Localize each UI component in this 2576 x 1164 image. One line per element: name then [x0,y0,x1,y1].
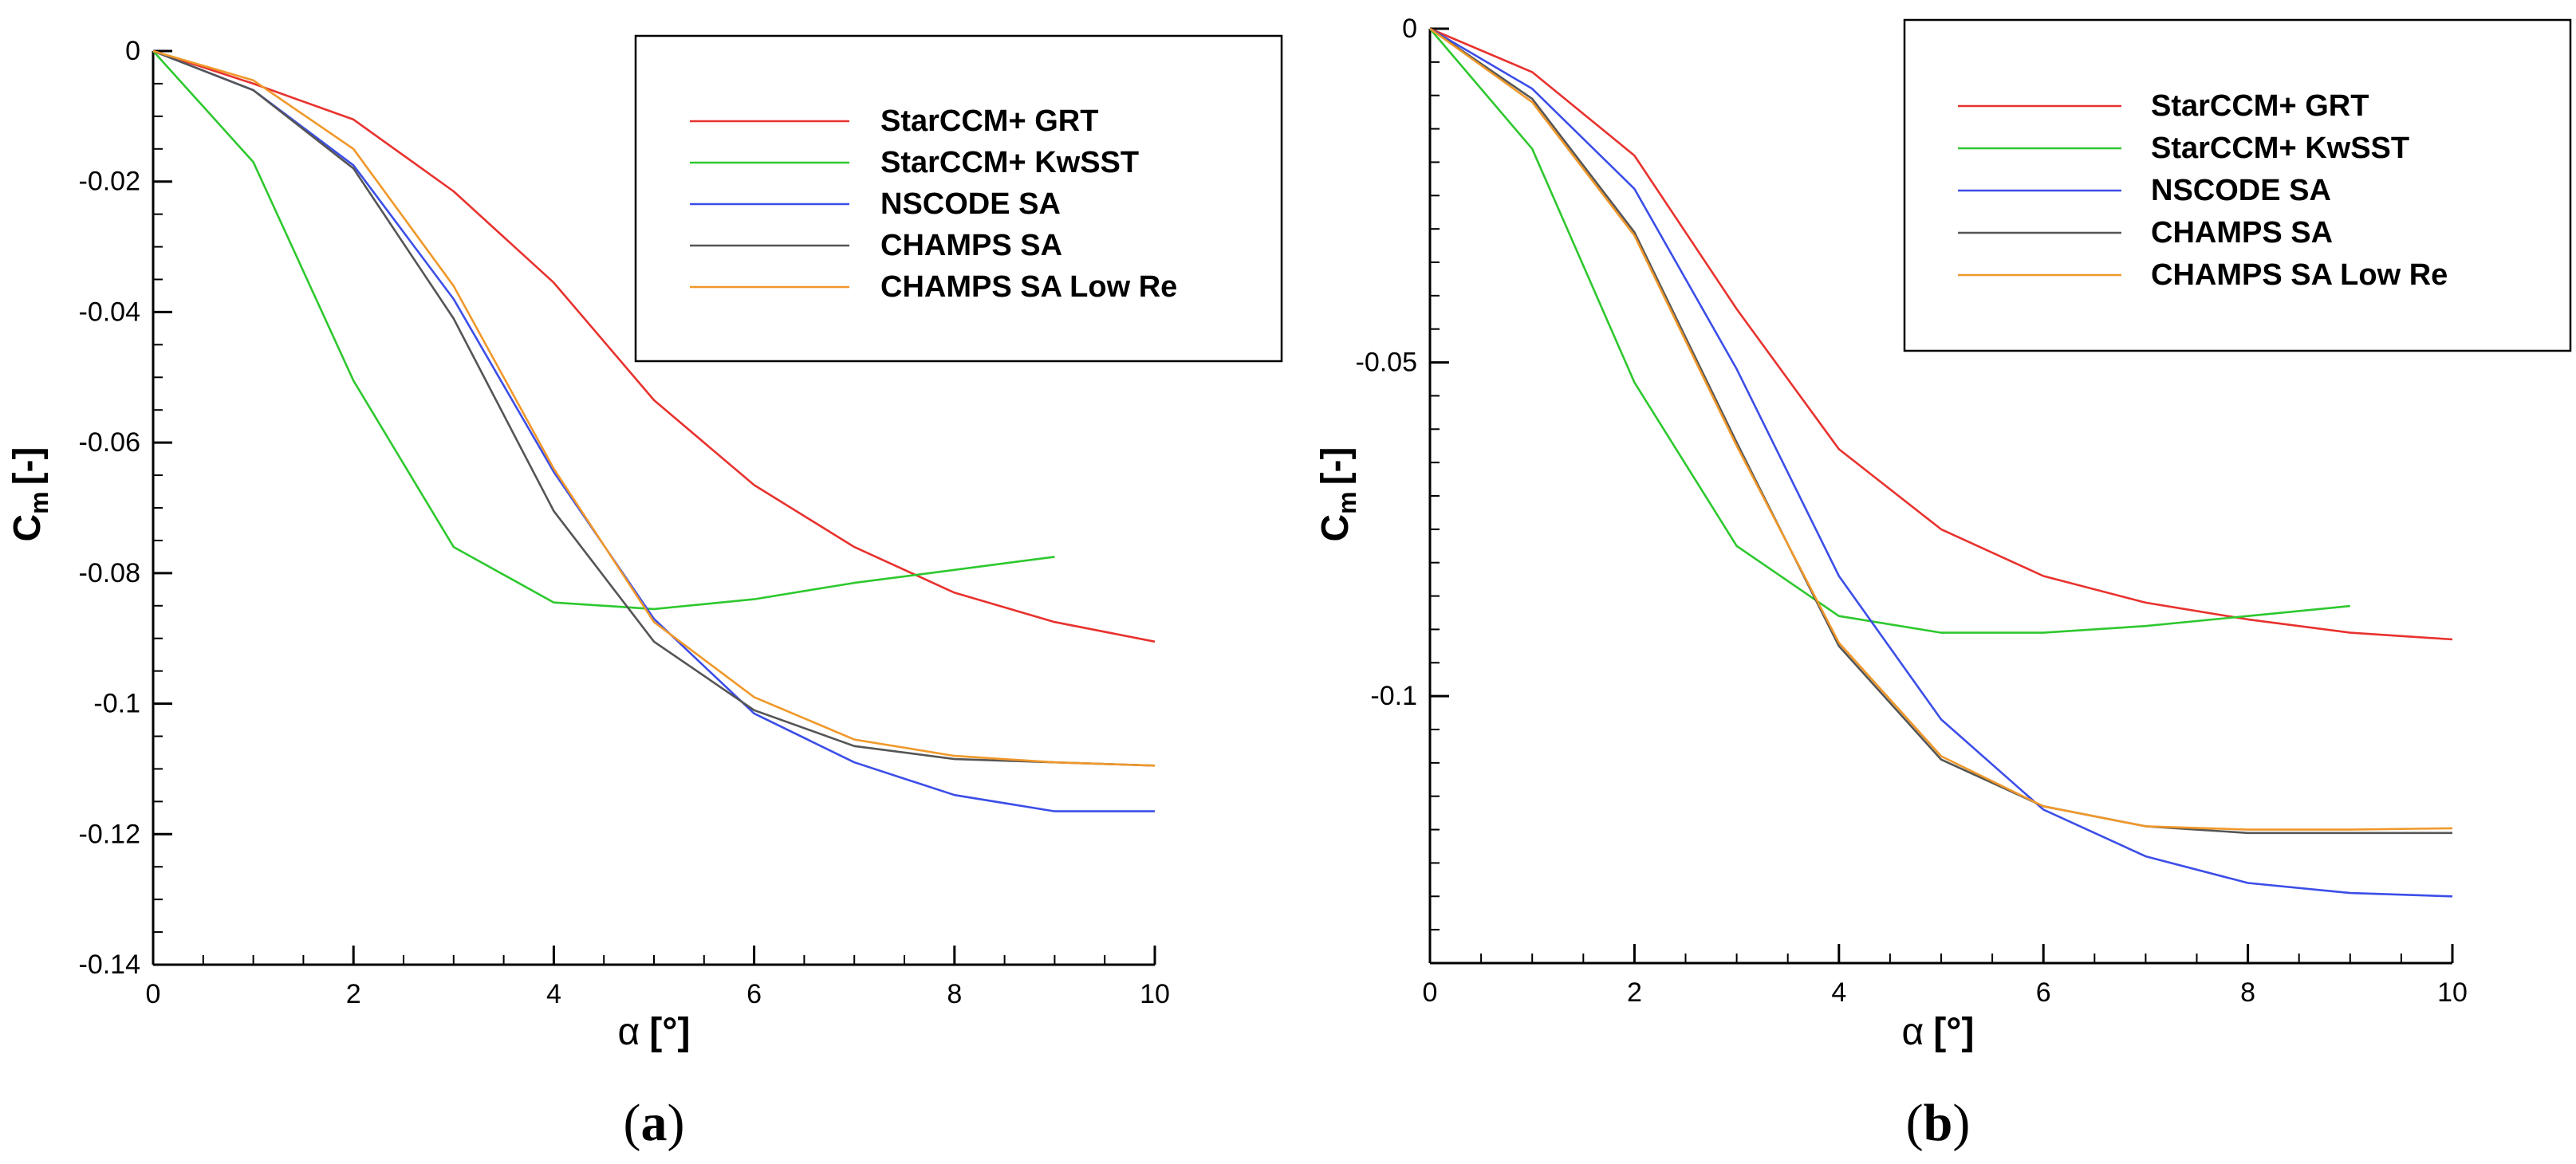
panel-a: 0-0.02-0.04-0.06-0.08-0.1-0.12-0.140 2 4 6 8… [6,34,1283,1152]
y-axis-title: Cm [-] [1314,446,1361,541]
y-axis-title-unit: [-] [6,446,49,485]
y-tick-label: -0.05 [1356,348,1418,378]
y-axis-title-subscript: m [1333,491,1361,513]
legend-entry-label: NSCODE SA [880,187,1061,221]
series-line-nscode-sa [152,49,1155,812]
x-tick-label: 4 [1831,977,1846,1008]
series-line-nscode-sa [1429,27,2453,898]
x-tick-label: 6 [2036,977,2051,1008]
legend-entry-label: StarCCM+ GRT [2151,89,2369,123]
legend-entry-label: CHAMPS SA [880,229,1062,262]
legend-entry-label: CHAMPS SA [2151,216,2333,250]
x-tick-label: 0 [146,979,161,1009]
y-axis-title-symbol: C [6,514,49,542]
x-tick-label: 6 [746,979,762,1009]
x-tick-label: 0 [1423,977,1438,1008]
series-line-champs-sa-low-re [1429,27,2453,831]
x-tick-label: 8 [2240,977,2255,1008]
series-line-starccm-grt [1429,27,2453,641]
x-axis-title-unit: [°] [1933,1011,1974,1053]
x-tick-label: 10 [1140,979,1170,1009]
x-tick-label: 4 [546,979,561,1009]
series-line-starccm-grt [152,49,1156,643]
x-tick-label: 8 [947,979,962,1009]
panel-caption-letter: a [641,1094,668,1152]
y-tick-label: -0.1 [1370,681,1417,711]
legend-box [1903,18,2572,352]
y-axis-title-subscript: m [25,491,53,513]
series-line-champs-sa [152,49,1156,767]
legend-entry-label: NSCODE SA [2151,174,2331,207]
panel-caption: (a) [624,1094,685,1152]
x-tick-label: 2 [1627,977,1642,1008]
y-tick-label: -0.04 [79,297,141,327]
x-tick-label: 10 [2437,977,2468,1008]
y-axis-title: Cm [-] [6,446,53,541]
panel-caption: (b) [1906,1094,1971,1152]
y-tick-label: -0.14 [79,950,141,980]
x-axis-title: α [°] [1902,1011,1975,1053]
legend-entry-label: CHAMPS SA Low Re [2151,258,2448,292]
legend: StarCCM+ GRT StarCCM+ KwSST NSCODE SA CHAMP… [1903,18,2572,352]
x-tick-label: 2 [346,979,361,1009]
y-axis-title-symbol: C [1314,514,1357,542]
legend-entry-label: StarCCM+ GRT [880,104,1098,138]
y-tick-label: -0.12 [79,819,141,849]
x-axis-title: α [°] [618,1011,691,1053]
legend: StarCCM+ GRT StarCCM+ KwSST NSCODE SA CHAMP… [634,34,1283,363]
y-tick-label: -0.02 [79,167,141,197]
y-tick-label: -0.06 [79,427,141,458]
x-axis-title-symbol: α [618,1011,640,1053]
legend-entry-label: CHAMPS SA Low Re [880,270,1177,304]
panel-caption-letter: b [1924,1094,1953,1152]
series-line-champs-sa [1429,27,2452,835]
series-line-starccm-kwsst [1429,28,2350,634]
legend-box [634,34,1283,363]
y-tick-label: 0 [125,36,140,66]
series-line-champs-sa-low-re [152,49,1156,767]
legend-entry-label: StarCCM+ KwSST [880,146,1139,179]
y-tick-label: -0.08 [79,558,141,588]
y-tick-label: -0.1 [93,689,140,719]
y-axis-title-unit: [-] [1314,446,1357,485]
x-axis-title-unit: [°] [649,1011,690,1053]
panel-b: 0 -0.05 -0.1 0 2 4 6 8 10 StarCCM+ GRT StarCCM+ Kw… [1314,14,2572,1152]
series-line-starccm-kwsst [152,50,1055,611]
legend-entry-label: StarCCM+ KwSST [2151,132,2409,165]
x-axis-title-symbol: α [1902,1011,1924,1053]
y-tick-label: 0 [1402,14,1417,44]
